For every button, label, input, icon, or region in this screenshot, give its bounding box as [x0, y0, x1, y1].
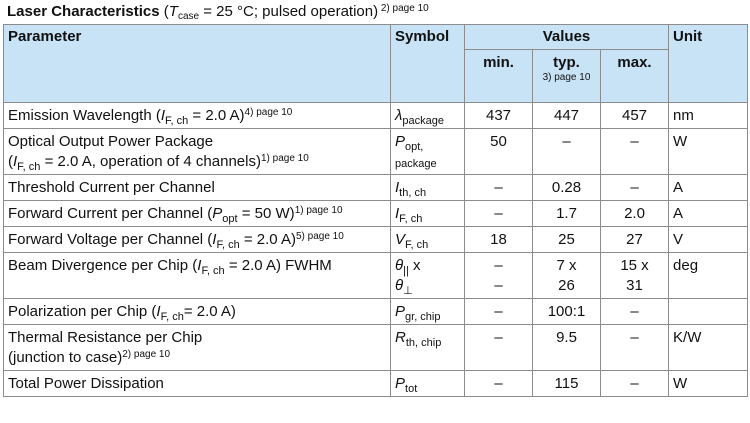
unit-cell: deg	[668, 252, 749, 299]
typ-cell: 115	[532, 370, 601, 397]
max-cell: –	[599, 370, 670, 397]
table-row: Forward Voltage per Channel (IF, ch = 2.…	[3, 226, 749, 253]
typ-cell: 100:1	[532, 298, 601, 325]
table-row: Polarization per Chip (IF, ch= 2.0 A) Pg…	[3, 298, 749, 325]
unit-cell: nm	[668, 102, 749, 129]
max-cell: –	[599, 174, 670, 201]
header-typ-note: 3) page 10	[542, 72, 591, 83]
table-row: Emission Wavelength (IF, ch = 2.0 A)4) p…	[3, 102, 749, 129]
unit-cell: W	[668, 128, 749, 175]
unit-cell: A	[668, 200, 749, 227]
symbol-cell: Ptot	[390, 370, 465, 397]
symbol-cell: IF, ch	[390, 200, 465, 227]
min-cell: –	[464, 324, 533, 371]
header-symbol: Symbol	[390, 24, 465, 103]
typ-cell: 7 x 26	[532, 252, 601, 299]
symbol-cell: Rth, chip	[390, 324, 465, 371]
table-row: Forward Current per Channel (Popt = 50 W…	[3, 200, 749, 227]
parameter-cell: Optical Output Power Package (IF, ch = 2.…	[3, 128, 391, 175]
unit-cell: K/W	[668, 324, 749, 371]
symbol-cell: θ|| x θ⊥	[390, 252, 465, 299]
header-row: Parameter Symbol Values Unit	[3, 24, 749, 103]
parameter-cell: Threshold Current per Channel	[3, 174, 391, 201]
unit-cell	[668, 298, 749, 325]
typ-cell: –	[532, 128, 601, 175]
max-cell: –	[599, 298, 670, 325]
max-cell: 2.0	[599, 200, 670, 227]
unit-cell: V	[668, 226, 749, 253]
parameter-cell: Forward Voltage per Channel (IF, ch = 2.…	[3, 226, 391, 253]
header-unit: Unit	[668, 24, 749, 103]
section-title-bold: Laser Characteristics	[7, 3, 160, 20]
max-cell: 15 x 31	[599, 252, 670, 299]
typ-cell: 9.5	[532, 324, 601, 371]
max-cell: –	[599, 324, 670, 371]
header-max: max.	[599, 49, 670, 103]
header-typ: typ. 3) page 10	[532, 49, 601, 103]
min-cell: –	[464, 174, 533, 201]
max-cell: –	[599, 128, 670, 175]
typ-cell: 0.28	[532, 174, 601, 201]
parameter-cell: Polarization per Chip (IF, ch= 2.0 A)	[3, 298, 391, 325]
max-cell: 27	[599, 226, 670, 253]
symbol-cell: VF, ch	[390, 226, 465, 253]
table-row: Optical Output Power Package (IF, ch = 2.…	[3, 128, 749, 175]
typ-cell: 1.7	[532, 200, 601, 227]
title-condition: = 25 °C; pulsed operation)	[199, 3, 379, 20]
table-row: Beam Divergence per Chip (IF, ch = 2.0 A…	[3, 252, 749, 299]
section-title: Laser Characteristics (Tcase = 25 °C; pu…	[3, 0, 747, 24]
typ-cell: 447	[532, 102, 601, 129]
min-cell: –	[464, 200, 533, 227]
parameter-cell: Beam Divergence per Chip (IF, ch = 2.0 A…	[3, 252, 391, 299]
table-row: Total Power Dissipation Ptot – 115 – W	[3, 370, 749, 397]
title-footnote-ref: 2) page 10	[378, 3, 429, 14]
unit-cell: W	[668, 370, 749, 397]
table-row: Thermal Resistance per Chip (junction to …	[3, 324, 749, 371]
symbol-cell: Ith, ch	[390, 174, 465, 201]
min-cell: – –	[464, 252, 533, 299]
symbol-cell: Popt, package	[390, 128, 465, 175]
header-subrow: min. typ. 3) page 10 max.	[4, 49, 748, 103]
min-cell: 18	[464, 226, 533, 253]
min-cell: –	[464, 298, 533, 325]
max-cell: 457	[599, 102, 670, 129]
laser-characteristics-section: Laser Characteristics (Tcase = 25 °C; pu…	[3, 0, 749, 397]
min-cell: –	[464, 370, 533, 397]
parameter-cell: Forward Current per Channel (Popt = 50 W…	[3, 200, 391, 227]
characteristics-table: Parameter Symbol Values Unit min. typ. 3)…	[3, 24, 749, 397]
parameter-cell: Total Power Dissipation	[3, 370, 391, 397]
title-condition-open: (	[159, 3, 169, 20]
title-temp-symbol: T	[168, 3, 178, 20]
symbol-cell: Pgr, chip	[390, 298, 465, 325]
header-parameter: Parameter	[3, 24, 391, 103]
symbol-cell: λpackage	[390, 102, 465, 129]
header-min: min.	[464, 49, 533, 103]
typ-cell: 25	[532, 226, 601, 253]
parameter-cell: Emission Wavelength (IF, ch = 2.0 A)4) p…	[3, 102, 391, 129]
header-values: Values	[463, 24, 670, 50]
table-row: Threshold Current per Channel Ith, ch – …	[3, 174, 749, 201]
min-cell: 437	[464, 102, 533, 129]
unit-cell: A	[668, 174, 749, 201]
parameter-cell: Thermal Resistance per Chip (junction to …	[3, 324, 391, 371]
min-cell: 50	[464, 128, 533, 175]
title-temp-subscript: case	[177, 11, 200, 22]
header-typ-label: typ.	[553, 54, 580, 71]
